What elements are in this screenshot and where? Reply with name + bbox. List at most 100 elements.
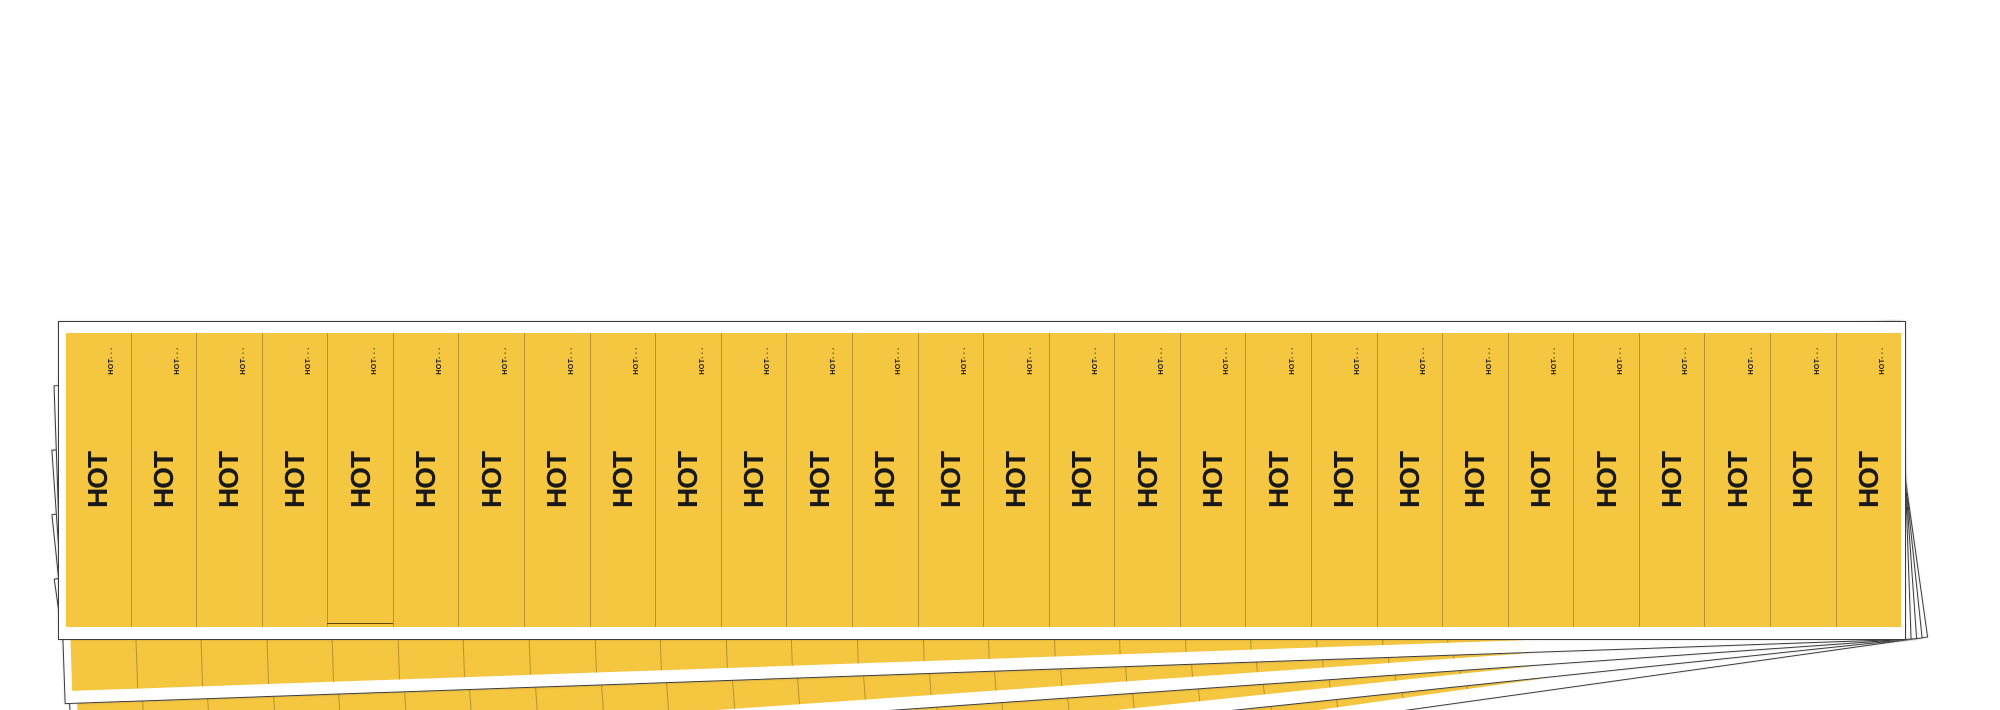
strip-top-mark-dashes: --- xyxy=(1224,345,1231,359)
strip-top-mark-dashes: --- xyxy=(1027,345,1034,359)
strip-legend-text: HOT xyxy=(1393,451,1425,509)
strip-legend-text: HOT xyxy=(410,451,442,509)
label-strip: HOT---HOT xyxy=(458,333,524,627)
strip-top-mark-dashes: --- xyxy=(1158,345,1165,359)
strip-top-mark: HOT--- xyxy=(1023,343,1039,375)
strip-top-mark-dashes: --- xyxy=(1355,345,1362,359)
strip-top-mark-dashes: --- xyxy=(765,345,772,359)
strip-top-mark-text: HOT xyxy=(1879,358,1887,375)
strip-top-mark: HOT--- xyxy=(1154,343,1170,375)
strip-top-mark-text: HOT xyxy=(1485,358,1493,375)
strip-top-mark-text: HOT xyxy=(1223,358,1231,375)
strip-top-mark: HOT--- xyxy=(1678,343,1694,375)
label-strip: HOT---HOT xyxy=(1245,333,1311,627)
strip-top-mark: HOT--- xyxy=(367,343,383,375)
strip-top-mark-text: HOT xyxy=(436,358,444,375)
strip-top-mark-text: HOT xyxy=(1682,358,1690,375)
strip-top-mark-text: HOT xyxy=(1157,358,1165,375)
strip-legend-text: HOT xyxy=(606,451,638,509)
strip-legend-text: HOT xyxy=(1656,451,1688,509)
label-strip: HOT---HOT xyxy=(983,333,1049,627)
label-strip: HOT---HOT xyxy=(917,333,984,627)
strip-top-mark-text: HOT xyxy=(1026,358,1034,375)
strip-top-mark-text: HOT xyxy=(1288,358,1296,375)
strip-top-mark: HOT--- xyxy=(891,343,907,375)
strip-top-mark: HOT--- xyxy=(1219,343,1235,375)
strip-legend-text: HOT xyxy=(672,451,704,509)
strip-top-mark-text: HOT xyxy=(174,358,182,375)
label-strip: HOT--- HOT xyxy=(655,333,721,627)
strip-top-mark: HOT--- xyxy=(104,343,120,375)
strip-top-mark-dashes: --- xyxy=(175,345,182,359)
strip-top-mark-dashes: --- xyxy=(1683,345,1690,359)
strip-legend-text: HOT xyxy=(869,451,901,509)
strip-top-mark-dashes: --- xyxy=(1093,345,1100,359)
label-strip: HOT---HOT xyxy=(1114,333,1180,627)
label-strip: HOT---HOT xyxy=(589,333,656,627)
strip-top-mark-dashes: --- xyxy=(1617,345,1624,359)
strip-top-mark: HOT--- xyxy=(1547,343,1563,375)
strip-top-mark-text: HOT xyxy=(1092,358,1100,375)
strip-legend-text: HOT xyxy=(1000,451,1032,509)
strip-legend-text: HOT xyxy=(1328,451,1360,509)
strip-top-mark-dashes: --- xyxy=(962,345,968,359)
strip-top-mark-text: HOT xyxy=(1813,358,1821,375)
strip-legend-text: HOT xyxy=(279,451,311,509)
strip-top-mark-dashes: --- xyxy=(1814,345,1821,359)
strip-top-mark: HOT--- xyxy=(957,343,973,375)
label-card-front: HOT--- HOT HOT--- HOT HOT--- HOT HOT--- HOT HOT-… xyxy=(58,321,1906,640)
strip-top-mark: HOT--- xyxy=(170,343,186,375)
label-strip: HOT---HOT xyxy=(1573,333,1639,627)
label-strip: HOT---HOT xyxy=(130,333,197,627)
strip-legend-text: HOT xyxy=(82,451,114,509)
strip-legend-text: HOT xyxy=(1131,451,1163,509)
strip-top-mark-text: HOT xyxy=(1616,358,1624,375)
strip-top-mark-dashes: --- xyxy=(830,345,837,359)
strip-top-mark: HOT--- xyxy=(1810,343,1826,375)
strip-legend-text: HOT xyxy=(475,451,507,509)
label-strip: HOT---HOT xyxy=(1704,333,1770,627)
strip-top-mark: HOT--- xyxy=(629,343,645,375)
strip-top-mark-dashes: --- xyxy=(699,345,706,359)
strip-top-mark-text: HOT xyxy=(1747,358,1755,375)
strip-top-mark: HOT--- xyxy=(826,343,842,375)
label-strip: HOT---HOT xyxy=(1507,333,1574,627)
label-strip: HOT--- HOT xyxy=(66,333,131,627)
strip-top-mark-text: HOT xyxy=(1551,358,1559,375)
strip-top-mark: HOT--- xyxy=(1744,343,1760,375)
strip-top-mark-dashes: --- xyxy=(109,345,116,359)
strip-top-mark-dashes: --- xyxy=(502,345,509,359)
strip-top-mark: HOT--- xyxy=(1482,343,1498,375)
strip-legend-text: HOT xyxy=(1721,451,1753,509)
label-strip: HOT---HOT xyxy=(1835,333,1902,627)
strip-top-mark: HOT--- xyxy=(564,343,580,375)
strip-top-mark-dashes: --- xyxy=(1880,345,1887,359)
strip-legend-text: HOT xyxy=(1065,451,1097,509)
strip-top-mark-text: HOT xyxy=(829,358,837,375)
strip-top-mark: HOT--- xyxy=(1875,343,1891,375)
label-strip: HOT--- HOT xyxy=(524,333,590,627)
strip-legend-text: HOT xyxy=(541,451,573,509)
strip-top-mark-text: HOT xyxy=(633,358,641,375)
strip-top-mark-dashes: --- xyxy=(1748,345,1755,359)
label-strip: HOT---HOT xyxy=(1310,333,1377,627)
strip-legend-text: HOT xyxy=(1525,451,1556,509)
strip-top-mark: HOT--- xyxy=(760,343,776,375)
strip-top-mark: HOT--- xyxy=(1613,343,1629,375)
label-strip: HOT---HOT xyxy=(261,333,328,627)
strip-top-mark: HOT--- xyxy=(1285,343,1301,375)
strip-top-mark-text: HOT xyxy=(961,358,968,375)
strip-legend-text: HOT xyxy=(1197,451,1229,509)
label-strip: HOT---HOT xyxy=(1638,333,1705,627)
strip-top-mark-text: HOT xyxy=(370,358,378,375)
label-strip: HOT---HOT xyxy=(1770,333,1836,627)
strip-top-mark-dashes: --- xyxy=(1552,345,1559,359)
strip-top-mark: HOT--- xyxy=(695,343,711,375)
strip-legend-text: HOT xyxy=(1787,451,1819,509)
strip-top-mark-text: HOT xyxy=(1420,358,1428,375)
strip-top-mark-dashes: --- xyxy=(371,345,378,359)
strip-top-mark-dashes: --- xyxy=(896,345,903,359)
